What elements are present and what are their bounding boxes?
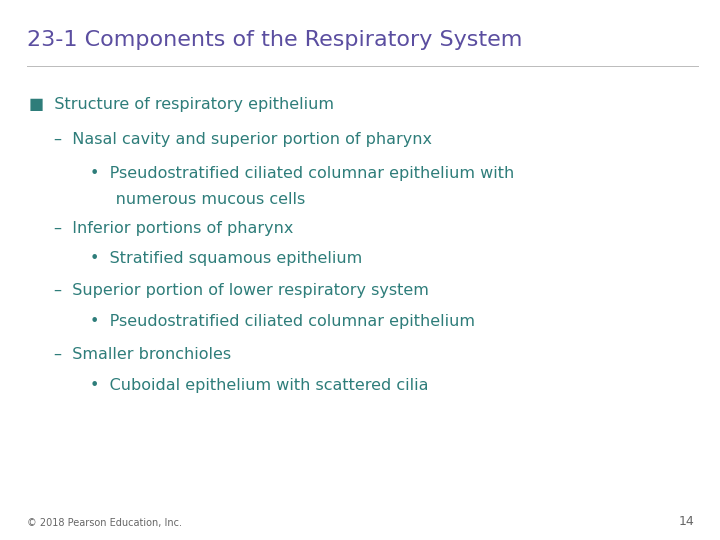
Text: –  Smaller bronchioles: – Smaller bronchioles — [54, 347, 231, 362]
Text: numerous mucous cells: numerous mucous cells — [90, 192, 305, 207]
Text: –  Nasal cavity and superior portion of pharynx: – Nasal cavity and superior portion of p… — [54, 132, 432, 147]
Text: 23-1 Components of the Respiratory System: 23-1 Components of the Respiratory Syste… — [27, 30, 523, 50]
Text: •  Pseudostratified ciliated columnar epithelium: • Pseudostratified ciliated columnar epi… — [90, 314, 475, 329]
Text: –  Inferior portions of pharynx: – Inferior portions of pharynx — [54, 221, 293, 237]
Text: –  Superior portion of lower respiratory system: – Superior portion of lower respiratory … — [54, 284, 429, 299]
Text: •  Pseudostratified ciliated columnar epithelium with: • Pseudostratified ciliated columnar epi… — [90, 166, 514, 181]
Text: •  Cuboidal epithelium with scattered cilia: • Cuboidal epithelium with scattered cil… — [90, 378, 428, 393]
Text: © 2018 Pearson Education, Inc.: © 2018 Pearson Education, Inc. — [27, 518, 182, 528]
Text: ■  Structure of respiratory epithelium: ■ Structure of respiratory epithelium — [29, 97, 334, 112]
Text: 14: 14 — [679, 515, 695, 528]
Text: •  Stratified squamous epithelium: • Stratified squamous epithelium — [90, 251, 362, 266]
